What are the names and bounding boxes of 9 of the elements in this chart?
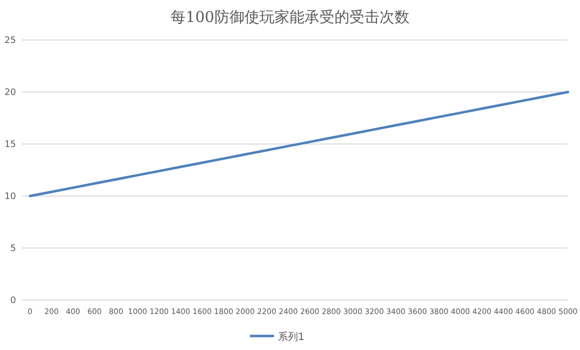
legend-label: 系列1: [278, 331, 304, 343]
y-tick-label: 15: [4, 140, 16, 150]
y-tick-label: 0: [10, 296, 16, 306]
line-series: [28, 90, 570, 198]
chart-title: 每100防御使玩家能承受的受击次数: [170, 8, 410, 26]
y-tick-label: 25: [4, 36, 16, 46]
y-tick-label: 10: [4, 192, 16, 202]
y-tick-label: 5: [10, 244, 16, 254]
y-tick-label: 20: [4, 88, 16, 98]
